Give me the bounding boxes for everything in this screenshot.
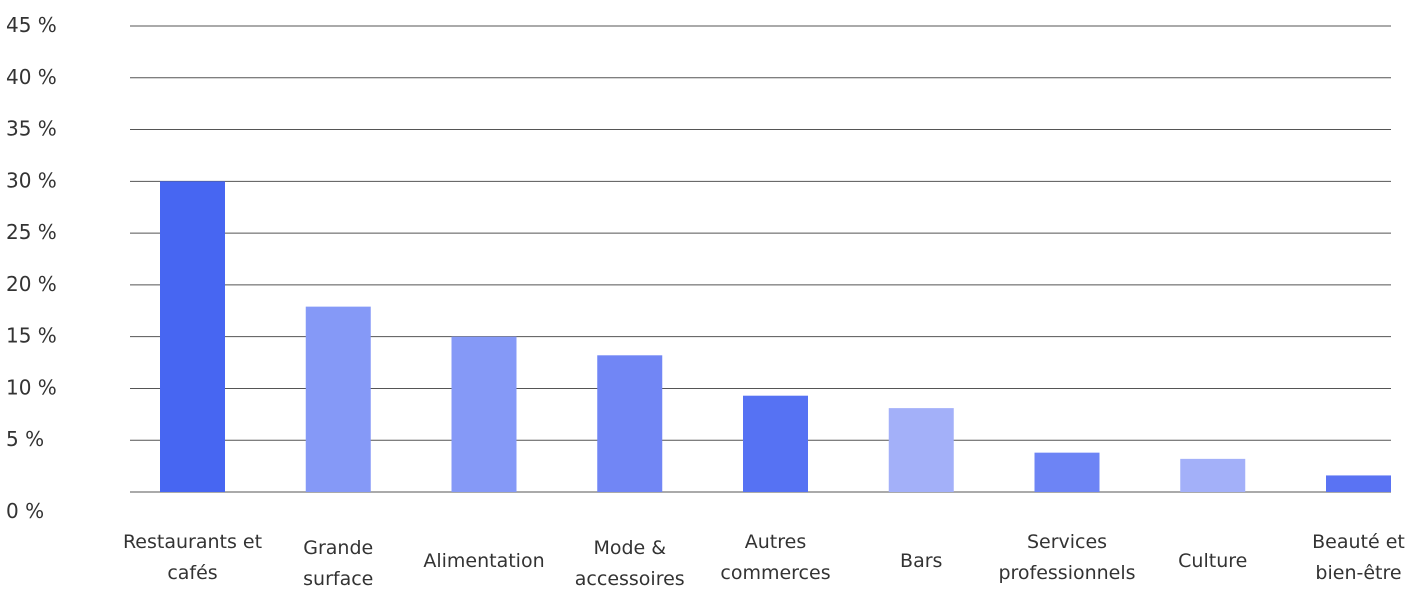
y-axis-ticks: 0 % 5 % 10 % 15 % 20 % 25 % 30 % 35 % 40 % 45 % xyxy=(6,13,57,523)
x-tick-label: Mode & accessoires xyxy=(575,537,685,589)
y-tick-label: 40 % xyxy=(6,65,57,89)
bar xyxy=(451,336,517,492)
x-tick-label: Culture xyxy=(1178,550,1247,572)
y-tick-label: 20 % xyxy=(6,272,57,296)
x-tick-label: Restaurants et cafés xyxy=(123,531,262,584)
bar xyxy=(1180,458,1246,492)
bar xyxy=(160,181,225,493)
y-tick-label: 15 % xyxy=(6,324,57,348)
y-tick-label: 0 % xyxy=(6,499,44,523)
x-tick-label: Beauté et bien-être xyxy=(1312,531,1405,584)
bar xyxy=(597,355,663,492)
y-tick-label: 5 % xyxy=(6,427,44,451)
x-tick-label: Services professionnels xyxy=(998,531,1135,584)
y-tick-label: 25 % xyxy=(6,220,57,244)
x-axis-labels: Restaurants et cafés Grande surface Alimenta… xyxy=(123,531,1405,589)
x-tick-label: Alimentation xyxy=(423,550,544,572)
y-tick-label: 45 % xyxy=(6,13,57,37)
bars xyxy=(160,181,1391,493)
bar xyxy=(888,408,954,492)
bar xyxy=(305,306,371,492)
y-tick-label: 10 % xyxy=(6,375,57,399)
x-tick-label: Bars xyxy=(900,550,942,572)
y-tick-label: 35 % xyxy=(6,117,57,141)
bar xyxy=(1326,475,1391,492)
x-tick-label: Grande surface xyxy=(303,537,373,589)
bar xyxy=(743,395,808,492)
bar xyxy=(1034,452,1100,492)
y-tick-label: 30 % xyxy=(6,168,57,192)
x-tick-label: Autres commerces xyxy=(720,531,830,584)
